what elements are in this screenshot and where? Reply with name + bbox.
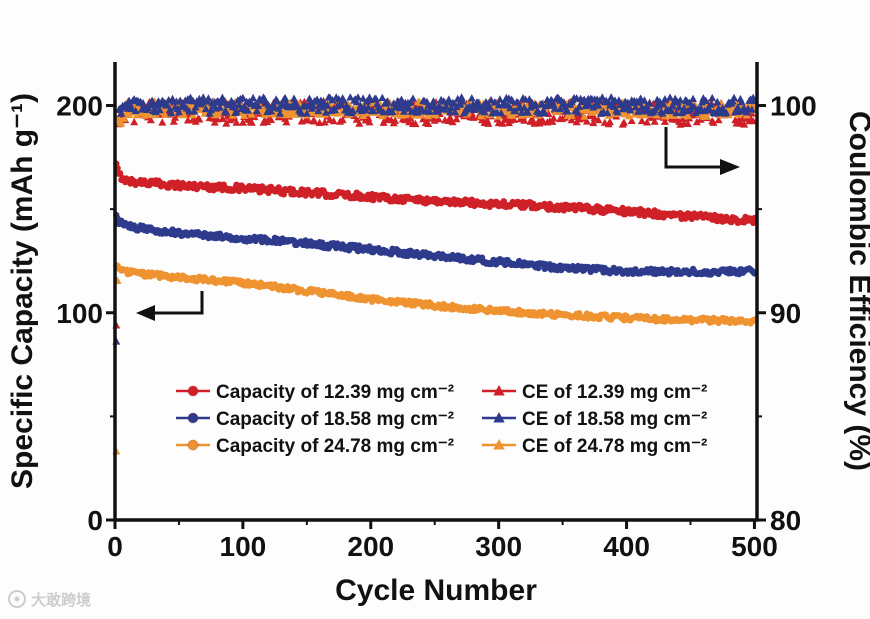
legend-label-ce-1858: CE of 18.58 mg cm⁻² [522, 409, 707, 430]
legend-circle-marker-orange [187, 439, 199, 451]
legend: Capacity of 12.39 mg cm⁻² Capacity of 18… [216, 382, 707, 457]
y-axis-right-label: Coulombic Efficiency (%) [843, 111, 870, 471]
series-points-orange-circle [113, 262, 758, 327]
series-points-red-triangle [112, 96, 759, 329]
legend-triangle-marker-blue [493, 412, 505, 423]
tick-label: 400 [603, 531, 650, 562]
capacity-axis-arrow [136, 291, 204, 321]
tick-label: 0 [107, 531, 123, 562]
legend-label-capacity-2478: Capacity of 24.78 mg cm⁻² [216, 436, 454, 457]
legend-circle-marker-red [187, 385, 199, 397]
tick-label: 100 [56, 298, 103, 329]
tick-label: 90 [770, 298, 801, 329]
tick-label: 100 [220, 531, 267, 562]
ce-axis-arrow [664, 127, 740, 175]
series-points-red-circle [113, 160, 758, 227]
legend-triangle-marker-orange [493, 439, 505, 450]
tick-label: 200 [347, 531, 394, 562]
watermark-text: 大敢跨境 [31, 591, 91, 609]
tick-label: 80 [770, 505, 801, 536]
tick-labels-layer: 0 100 200 300 400 500 0 100 200 80 90 100 [56, 91, 816, 562]
legend-label-ce-1239: CE of 12.39 mg cm⁻² [522, 382, 707, 403]
tick-label: 300 [475, 531, 522, 562]
legend-markers-layer [176, 385, 516, 451]
legend-triangle-marker-red [493, 385, 505, 396]
legend-circle-marker-blue [187, 412, 199, 424]
logo-ring-icon [8, 590, 26, 608]
legend-label-capacity-1858: Capacity of 18.58 mg cm⁻² [216, 409, 454, 430]
axes-frame [113, 62, 759, 522]
tick-label: 500 [731, 531, 778, 562]
tick-label: 200 [56, 91, 103, 122]
tick-label: 0 [87, 505, 103, 536]
data-points-layer [112, 93, 759, 455]
legend-label-ce-2478: CE of 24.78 mg cm⁻² [522, 436, 707, 457]
tick-label: 100 [770, 91, 817, 122]
watermark: 大敢跨境 [8, 590, 91, 609]
x-axis-label: Cycle Number [335, 574, 537, 607]
y-axis-left-label: Specific Capacity (mAh g⁻¹) [6, 93, 39, 489]
legend-label-capacity-1239: Capacity of 12.39 mg cm⁻² [216, 382, 454, 403]
series-points-blue-circle [113, 211, 758, 278]
